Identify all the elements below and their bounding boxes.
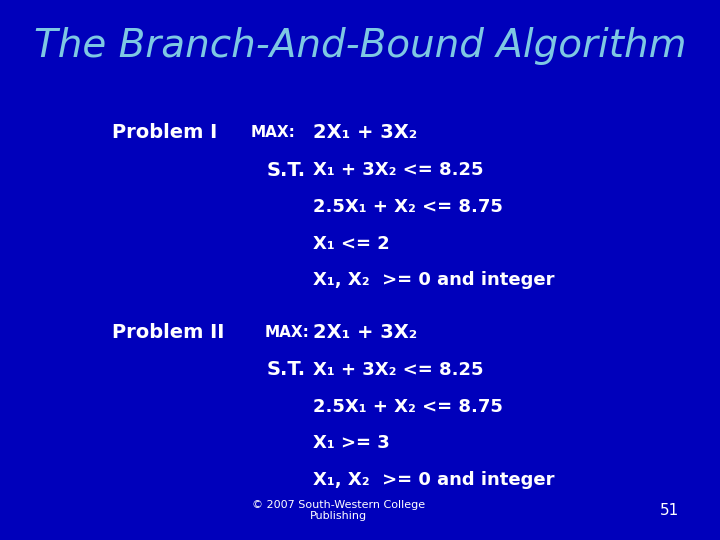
Text: 2.5X₁ + X₂ <= 8.75: 2.5X₁ + X₂ <= 8.75 <box>313 198 503 216</box>
Text: Problem I: Problem I <box>112 123 217 142</box>
Text: X₁ <= 2: X₁ <= 2 <box>313 234 390 253</box>
Text: X₁, X₂  >= 0 and integer: X₁, X₂ >= 0 and integer <box>313 471 554 489</box>
Text: MAX:: MAX: <box>251 125 295 140</box>
Text: S.T.: S.T. <box>266 360 305 380</box>
Text: MAX:: MAX: <box>264 325 309 340</box>
Text: X₁, X₂  >= 0 and integer: X₁, X₂ >= 0 and integer <box>313 271 554 289</box>
Text: S.T.: S.T. <box>266 160 305 180</box>
Text: X₁ >= 3: X₁ >= 3 <box>313 434 390 453</box>
Text: 51: 51 <box>660 503 679 518</box>
Text: 2.5X₁ + X₂ <= 8.75: 2.5X₁ + X₂ <= 8.75 <box>313 397 503 416</box>
Text: X₁ + 3X₂ <= 8.25: X₁ + 3X₂ <= 8.25 <box>313 361 484 379</box>
Text: 2X₁ + 3X₂: 2X₁ + 3X₂ <box>313 123 418 142</box>
Text: The Branch-And-Bound Algorithm: The Branch-And-Bound Algorithm <box>34 27 686 65</box>
Text: © 2007 South-Western College
Publishing: © 2007 South-Western College Publishing <box>252 500 425 521</box>
Text: 2X₁ + 3X₂: 2X₁ + 3X₂ <box>313 322 418 342</box>
Text: X₁ + 3X₂ <= 8.25: X₁ + 3X₂ <= 8.25 <box>313 161 484 179</box>
Text: Problem II: Problem II <box>112 322 224 342</box>
